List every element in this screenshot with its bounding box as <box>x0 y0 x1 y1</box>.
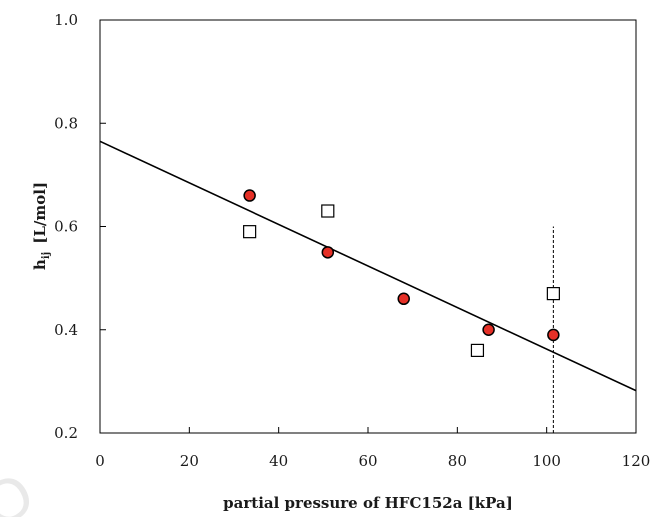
plot-area <box>99 19 637 434</box>
x-tick-label: 40 <box>269 452 288 470</box>
y-tick-label: 0.6 <box>54 218 78 236</box>
watermark: O <box>0 460 44 517</box>
x-tick-label: 100 <box>532 452 561 470</box>
data-point-square <box>243 225 257 239</box>
data-point-square <box>546 287 560 301</box>
y-axis-title: hij [L/mol] <box>31 182 52 270</box>
data-point-square <box>470 343 485 357</box>
data-point-square <box>321 204 335 218</box>
x-axis-tick-labels: 0 20 40 60 80 100 120 <box>95 452 650 470</box>
data-point-circle <box>243 189 256 202</box>
data-point-circle <box>397 292 410 306</box>
x-tick-label: 0 <box>95 452 105 470</box>
x-tick-label: 20 <box>180 452 199 470</box>
data-point-circle <box>547 328 560 342</box>
y-axis-tick-labels: 0.2 0.4 0.6 0.8 1.0 <box>54 11 78 442</box>
x-axis-ticks <box>99 427 637 433</box>
x-tick-label: 60 <box>358 452 377 470</box>
y-axis-title-unit: [L/mol] <box>31 182 49 244</box>
y-tick-label: 1.0 <box>54 11 78 29</box>
trend-line-segment <box>99 140 637 392</box>
y-tick-label: 0.4 <box>54 321 78 339</box>
y-tick-label: 0.8 <box>54 114 78 132</box>
data-point-circle <box>321 246 335 259</box>
data-point-circle <box>482 323 495 336</box>
y-axis-title-main: h <box>31 259 49 270</box>
y-tick-label: 0.2 <box>54 424 78 442</box>
data-points <box>243 189 560 357</box>
trend-line <box>99 140 637 392</box>
x-axis-title: partial pressure of HFC152a [kPa] <box>223 494 513 512</box>
x-tick-label: 120 <box>622 452 651 470</box>
y-axis-title-subscript: ij <box>41 252 52 259</box>
x-tick-label: 80 <box>448 452 467 470</box>
y-axis-ticks <box>100 19 106 434</box>
plot-frame <box>99 19 637 434</box>
